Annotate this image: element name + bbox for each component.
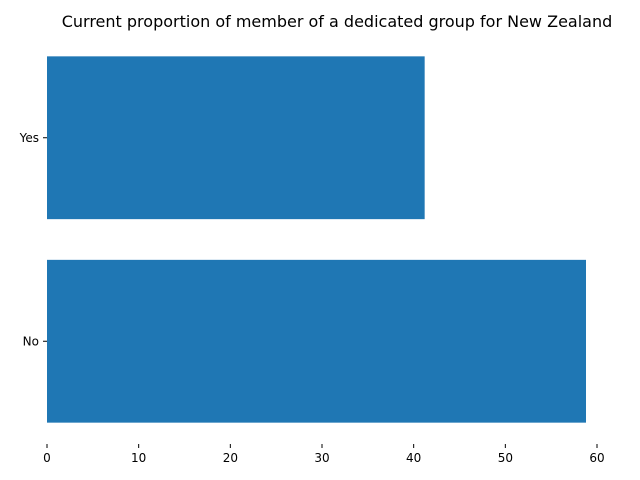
y-tick-label: No [23,334,39,348]
x-tick-label: 40 [406,451,421,465]
x-tick-label: 0 [43,451,51,465]
bar-no [47,259,586,423]
y-tick-label: Yes [19,131,39,145]
x-tick-label: 20 [223,451,238,465]
chart-title: Current proportion of member of a dedica… [61,12,613,31]
x-tick-label: 10 [131,451,146,465]
x-tick-label: 30 [314,451,329,465]
bar-yes [47,56,425,220]
x-tick-label: 50 [498,451,513,465]
x-tick-label: 60 [589,451,604,465]
